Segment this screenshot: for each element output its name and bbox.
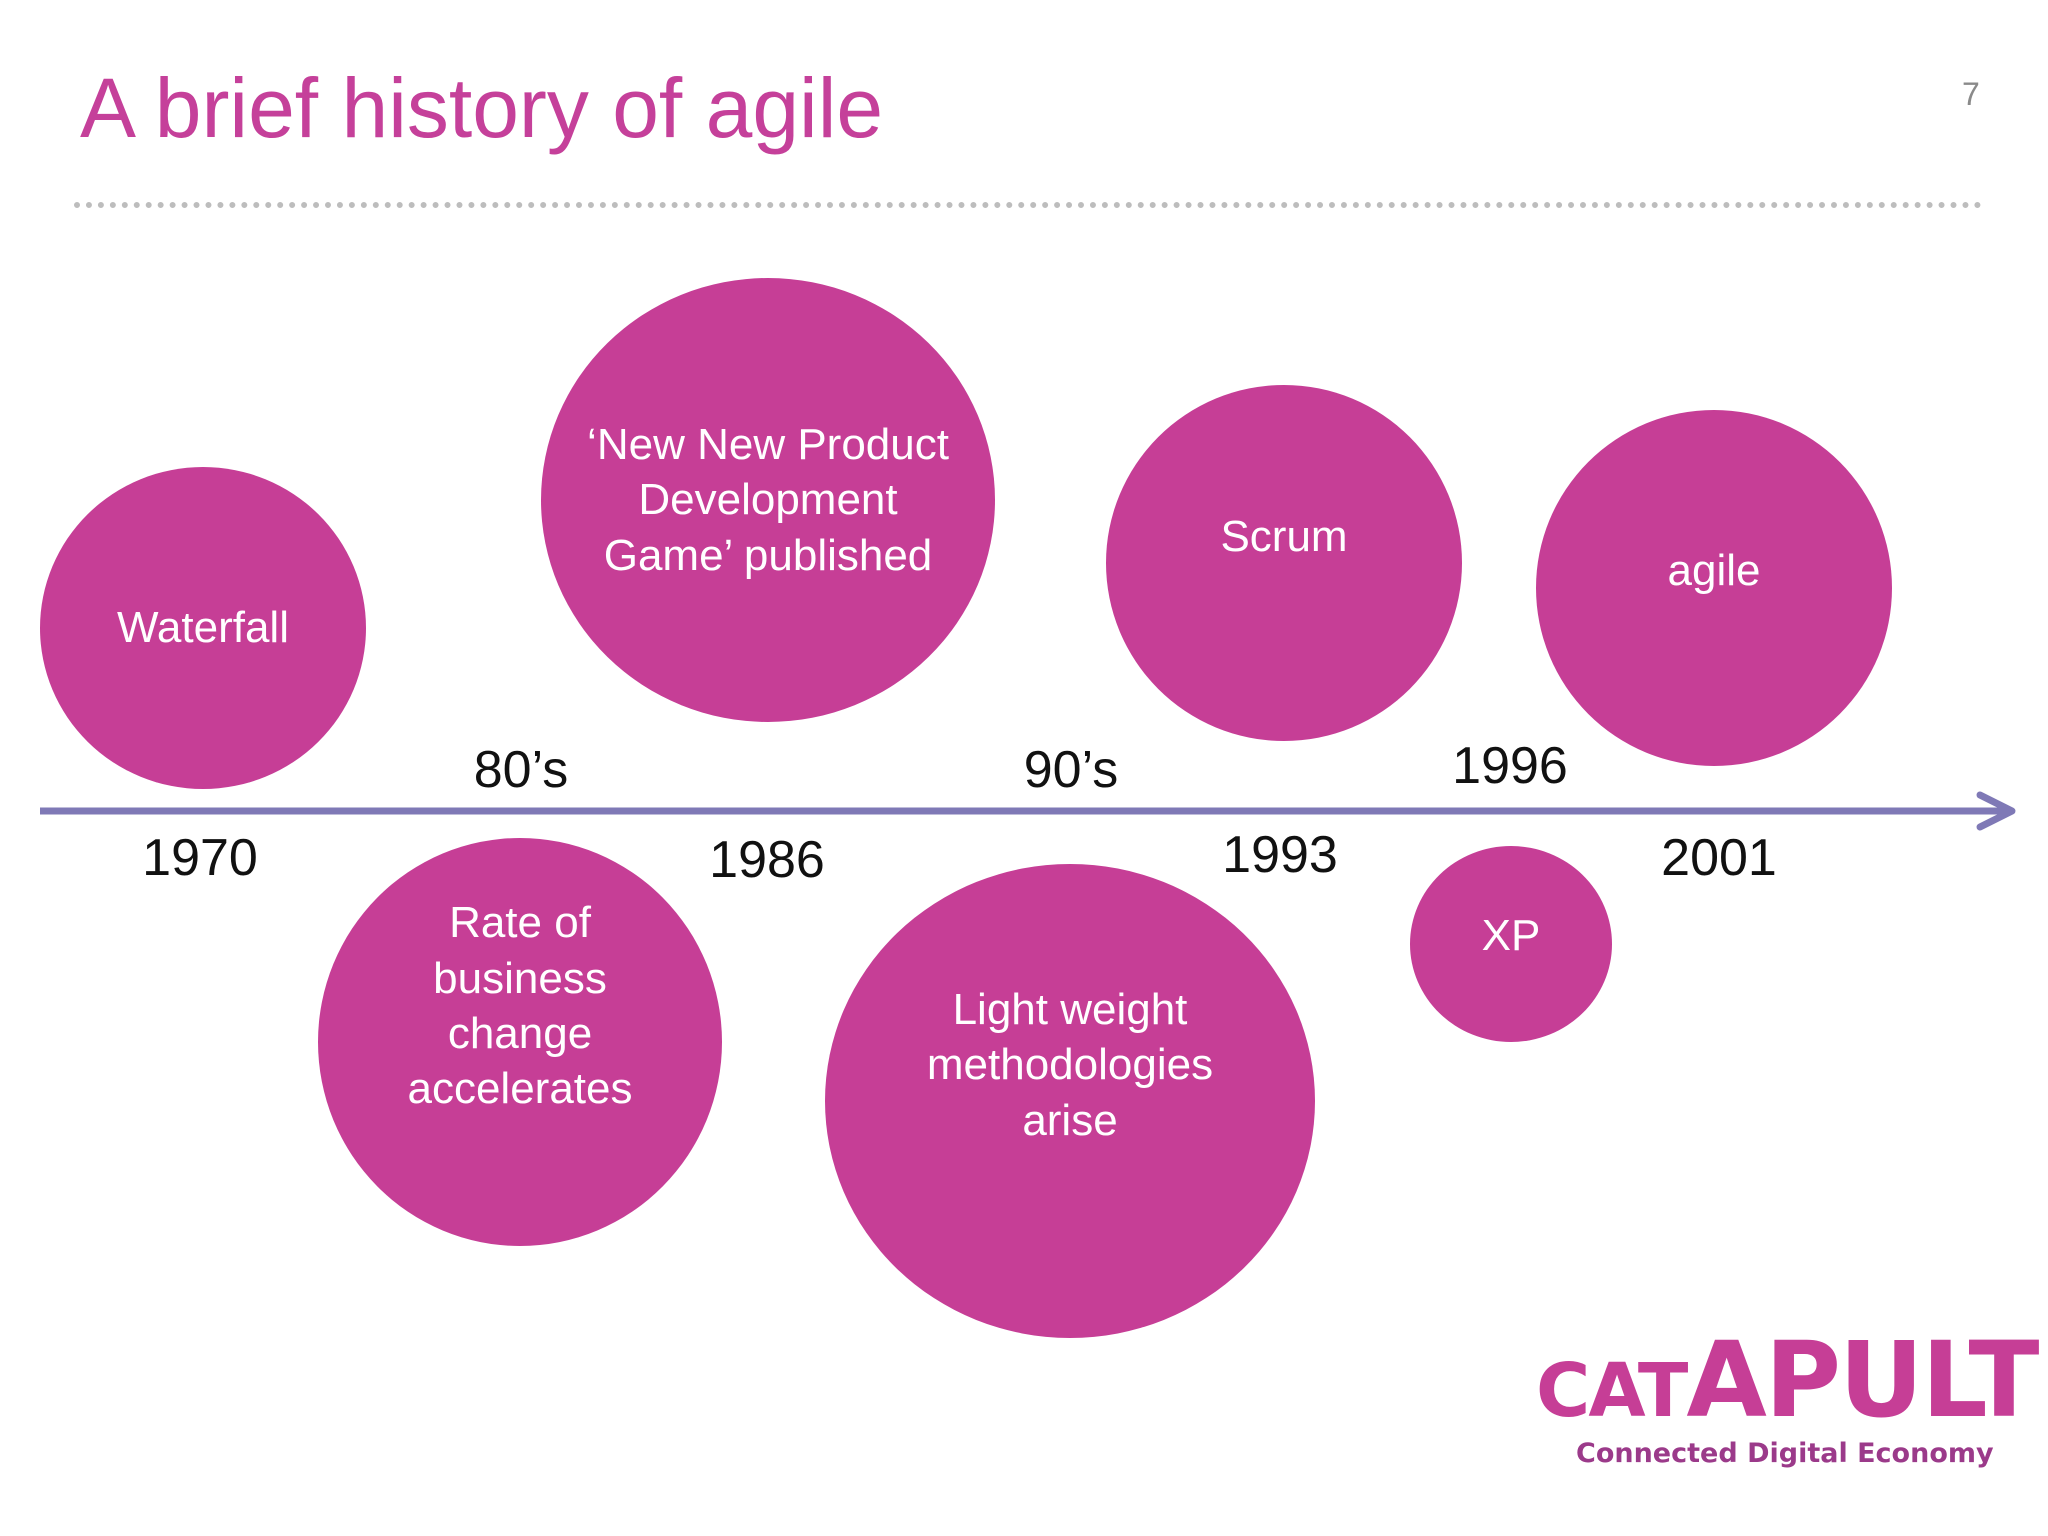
event-label-waterfall: Waterfall [117, 603, 289, 653]
event-label-new-product-development: ‘New New Product Development Game’ publi… [587, 419, 949, 580]
catapult-wordmark: CATAPULT [1536, 1319, 2039, 1441]
event-label-agile: agile [1667, 546, 1761, 596]
slide-number: 7 [1962, 76, 1980, 112]
event-circle-agile: agile [1536, 410, 1892, 766]
event-label-business-change: Rate of business change accelerates [407, 898, 633, 1114]
event-label-lightweight-methodologies: Light weight methodologies arise [926, 984, 1214, 1145]
period-label-80s: 80’s [473, 741, 569, 799]
event-circle-business-change: Rate of business change accelerates [318, 838, 722, 1246]
year-label-1996: 1996 [1452, 737, 1568, 795]
catapult-logo: CATAPULT Connected Digital Economy [1522, 1318, 2039, 1488]
event-circle-xp: XP [1410, 846, 1612, 1042]
event-circle-new-product-development: ‘New New Product Development Game’ publi… [541, 278, 995, 722]
year-label-1993: 1993 [1222, 826, 1338, 884]
year-label-1970: 1970 [142, 829, 258, 887]
slide-title: A brief history of agile [80, 61, 884, 155]
event-label-xp: XP [1481, 911, 1541, 961]
year-label-1986: 1986 [709, 831, 825, 889]
year-label-2001: 2001 [1661, 829, 1777, 887]
event-circle-scrum: Scrum [1106, 385, 1462, 741]
timeline-arrow-head-icon [1976, 791, 2016, 831]
logo-tagline: Connected Digital Economy [1576, 1438, 1994, 1469]
event-circle-waterfall: Waterfall [40, 467, 366, 789]
event-label-scrum: Scrum [1220, 512, 1348, 562]
event-circle-lightweight-methodologies: Light weight methodologies arise [825, 864, 1315, 1338]
period-label-90s: 90’s [1023, 741, 1119, 799]
title-divider [74, 202, 1982, 208]
